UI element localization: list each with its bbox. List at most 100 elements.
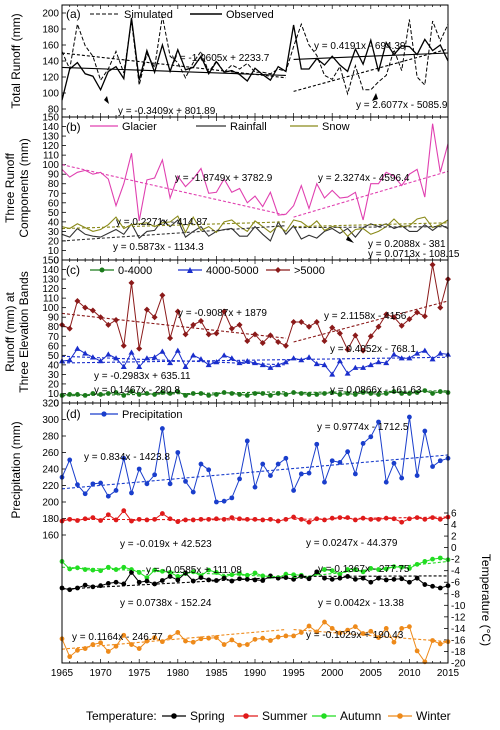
series-band-mid-point xyxy=(414,350,421,356)
panel-c-y-tick-label: 30 xyxy=(48,370,60,381)
panel-c-y-tick-label: 120 xyxy=(42,284,59,295)
panel-b-y-tick-label: 0 xyxy=(53,256,59,267)
series-band-high-point xyxy=(113,317,120,324)
panel-c-y-tick-label: 70 xyxy=(48,332,60,343)
series-winter-point xyxy=(283,633,289,639)
series-spring-point xyxy=(329,576,335,582)
series-summer-point xyxy=(329,515,335,521)
panel-a-y-tick-label: 160 xyxy=(42,41,59,52)
series-autumn-point xyxy=(136,570,142,575)
series-band-high-point xyxy=(329,324,336,331)
x-tick-label: 1980 xyxy=(167,668,190,679)
series-band-low-point xyxy=(244,392,250,398)
trend-line-d2 xyxy=(61,518,286,521)
series-band-high-point xyxy=(136,345,143,352)
trend-line-c6 xyxy=(293,390,449,394)
series-winter-point xyxy=(167,634,173,640)
series-autumn-point xyxy=(121,564,127,570)
series-band-mid-point xyxy=(167,359,174,366)
series-band-mid-point xyxy=(89,354,96,360)
panel-d-y-right-tick-label: 6 xyxy=(451,509,457,520)
series-precipitation-point xyxy=(337,460,343,465)
series-summer-point xyxy=(283,516,289,522)
panel-d-y-left-tick-label: 300 xyxy=(42,415,59,426)
series-spring-point xyxy=(144,578,150,584)
series-winter-point xyxy=(175,630,181,635)
series-spring-point xyxy=(322,575,327,581)
series-autumn-point xyxy=(422,559,428,564)
panel-d-y-right-tick-label: -6 xyxy=(451,578,460,589)
series-precipitation-point xyxy=(414,473,420,478)
panel-d-y-right-tick-label: 0 xyxy=(451,543,457,554)
series-band-high-point xyxy=(313,318,320,325)
series-autumn-point xyxy=(345,567,351,572)
series-band-high-point xyxy=(336,330,343,337)
series-precipitation-point xyxy=(430,464,435,469)
panel-d-ylabel-right: Temperature (°C) xyxy=(479,554,493,646)
series-summer-point xyxy=(183,517,188,523)
series-precipitation-point xyxy=(90,481,96,487)
series-band-high-point xyxy=(367,333,374,340)
series-band-mid-point xyxy=(352,364,359,370)
series-band-low-point xyxy=(376,392,381,397)
arrow-a-left xyxy=(104,96,109,104)
x-tick-label: 1965 xyxy=(51,668,74,679)
panel-c-ylabel-line2: Three Elevation Bands xyxy=(17,271,31,392)
series-band-mid-point xyxy=(336,358,343,364)
series-summer-point xyxy=(306,519,312,525)
series-spring-point xyxy=(237,576,242,582)
series-spring-point xyxy=(136,579,142,585)
panel-b-y-tick-label: 50 xyxy=(48,208,60,219)
series-precipitation-point xyxy=(244,438,250,444)
series-band-low-point xyxy=(407,391,412,396)
series-spring-point xyxy=(183,570,188,576)
panel-b-ylabel-line2: Components (mm) xyxy=(17,138,31,237)
series-winter-point xyxy=(183,638,188,644)
series-band-mid-point xyxy=(313,360,320,367)
series-winter-point xyxy=(90,642,96,647)
series-precipitation-point xyxy=(329,458,335,464)
series-band-mid-point xyxy=(437,350,444,356)
series-summer-point xyxy=(291,514,296,520)
trend-label-d7: y = 0.0738x - 152.24 xyxy=(120,598,212,609)
panel-d-y-right-tick-label: -16 xyxy=(451,635,466,646)
series-band-high-point xyxy=(190,321,197,328)
legend-band-low: 0-4000 xyxy=(118,265,152,277)
series-band-low-point xyxy=(298,391,304,396)
series-spring-point xyxy=(414,575,420,581)
series-winter-point xyxy=(229,637,235,643)
series-precipitation-point xyxy=(113,488,119,493)
series-band-low-point xyxy=(229,391,235,396)
series-summer-point xyxy=(159,511,165,516)
series-band-mid-point xyxy=(267,364,274,370)
trend-label-c4: y = -0.2983x + 635.11 xyxy=(94,371,191,382)
series-band-mid-point xyxy=(421,347,428,353)
series-precipitation-point xyxy=(437,458,443,464)
trend-line-b2 xyxy=(293,170,449,218)
series-precipitation-point xyxy=(376,419,381,425)
trend-line-a2 xyxy=(293,48,449,92)
series-summer-point xyxy=(337,515,343,521)
series-winter-point xyxy=(260,635,266,641)
panel-b-y-tick-label: 20 xyxy=(48,236,60,247)
series-winter-point xyxy=(98,640,103,646)
series-precipitation-point xyxy=(67,457,73,463)
series-spring-point xyxy=(430,583,435,589)
series-autumn-point xyxy=(322,567,327,572)
x-tick-label: 1970 xyxy=(89,668,112,679)
panel-c-y-tick-label: 90 xyxy=(48,313,60,324)
series-spring-point xyxy=(422,582,428,587)
series-winter-point xyxy=(414,648,420,654)
trend-label-b5: y = 0.2088x - 381 xyxy=(368,239,446,250)
series-spring-point xyxy=(383,577,389,583)
panel-d-y-left-tick-label: 240 xyxy=(42,465,59,476)
series-summer-point xyxy=(98,518,103,523)
series-summer-point xyxy=(237,516,242,522)
series-spring-point xyxy=(437,585,443,591)
series-band-low-point xyxy=(268,392,273,398)
series-band-high-point xyxy=(383,311,390,318)
panel-d-ylabel: Precipitation (mm) xyxy=(9,421,23,518)
series-precipitation-point xyxy=(352,471,358,477)
panel-c-y-tick-label: 40 xyxy=(48,360,60,371)
